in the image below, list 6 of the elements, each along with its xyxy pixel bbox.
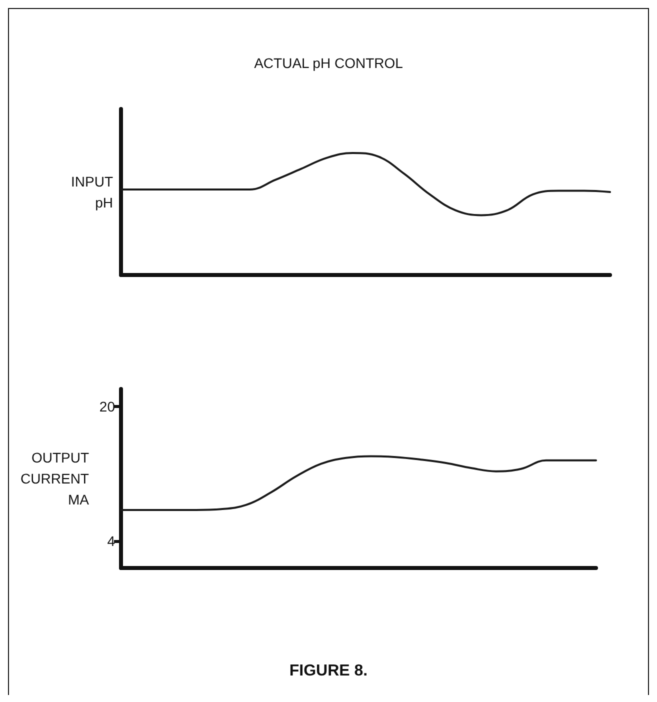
caption: FIGURE 8. bbox=[289, 662, 368, 680]
y-tick-label: 20 bbox=[99, 398, 116, 415]
chart-title: ACTUAL pH CONTROL bbox=[254, 55, 404, 71]
y-axis-title: INPUT pH bbox=[71, 174, 114, 210]
y-tick-label: 4 bbox=[107, 533, 116, 550]
y-axis-title: OUTPUT CURRENT MA bbox=[20, 450, 90, 508]
